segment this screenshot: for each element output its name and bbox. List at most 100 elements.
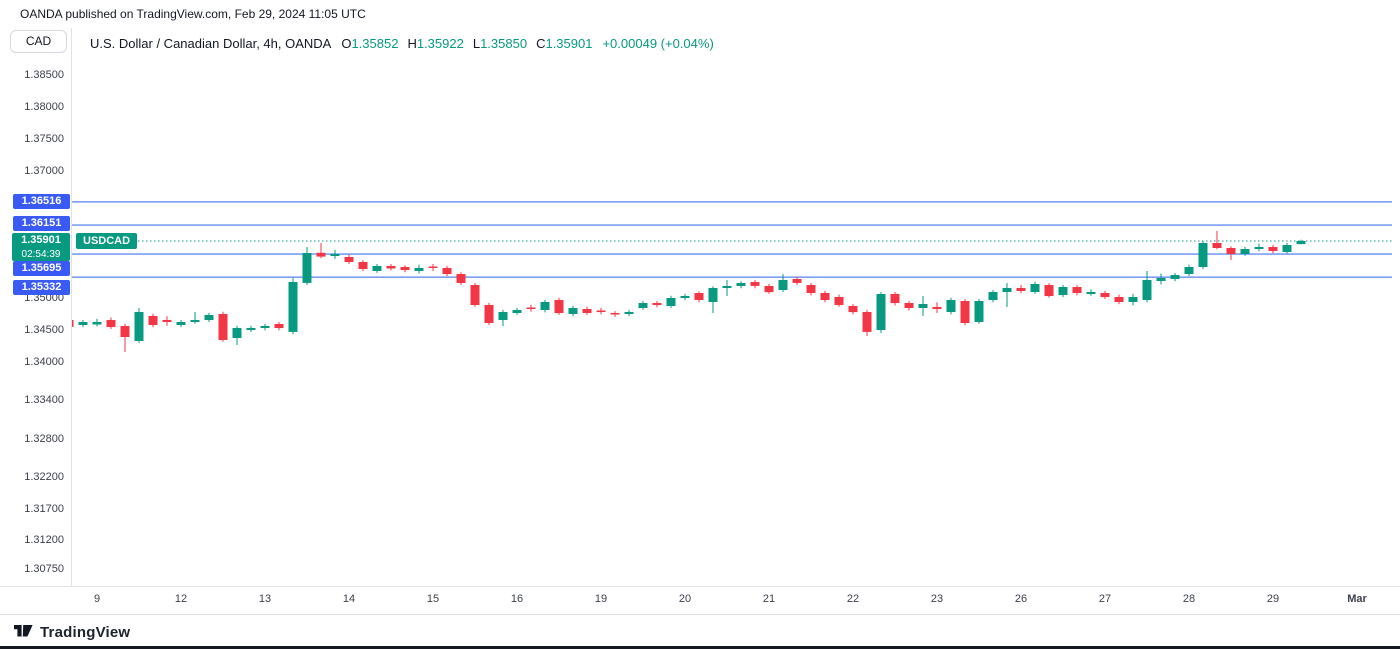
current-price-badge: 1.35901 02:54:39 — [12, 233, 70, 261]
candle-body — [1170, 275, 1180, 279]
price-tick: 1.30750 — [24, 563, 64, 576]
time-tick: 15 — [426, 593, 440, 605]
candle-body — [190, 320, 200, 322]
candle-body — [106, 320, 116, 327]
candle-body — [1282, 245, 1292, 252]
time-tick: 19 — [594, 593, 608, 605]
candle-body — [1142, 280, 1152, 300]
candle-body — [274, 324, 284, 328]
price-tick: 1.32200 — [24, 470, 64, 483]
candle-body — [694, 293, 704, 300]
candle-body — [988, 292, 998, 300]
level-price-badge: 1.35695 — [13, 260, 70, 276]
price-tick: 1.31700 — [24, 502, 64, 515]
time-tick: 13 — [258, 593, 272, 605]
candle-body — [666, 298, 676, 306]
candle-body — [652, 303, 662, 305]
candle-body — [498, 312, 508, 320]
candle-body — [708, 288, 718, 302]
candle-body — [736, 283, 746, 286]
chart-pane[interactable] — [72, 28, 1392, 586]
candle-body — [946, 300, 956, 312]
time-axis-border-top — [0, 586, 1400, 587]
candle-body — [134, 312, 144, 341]
tradingview-brand[interactable]: TradingView — [14, 621, 130, 643]
legend-title: U.S. Dollar / Canadian Dollar, 4h, OANDA — [90, 36, 332, 51]
time-tick: 16 — [510, 593, 524, 605]
candle-body — [72, 320, 74, 327]
candle-body — [246, 328, 256, 330]
candle-body — [204, 315, 214, 320]
price-tick: 1.31200 — [24, 534, 64, 547]
candle-body — [932, 307, 942, 309]
price-tick: 1.35000 — [24, 292, 64, 305]
candle-body — [1002, 288, 1012, 292]
price-tick: 1.34000 — [24, 356, 64, 369]
candle-body — [1226, 248, 1236, 254]
bar-countdown: 02:54:39 — [21, 249, 61, 260]
price-tick: 1.37000 — [24, 165, 64, 177]
time-tick: 9 — [93, 593, 101, 605]
candle-body — [316, 252, 326, 257]
tradingview-logo-icon[interactable] — [14, 625, 33, 639]
price-tick: 1.33400 — [24, 394, 64, 407]
candle-body — [302, 253, 312, 283]
candle-body — [162, 320, 172, 322]
time-tick: 26 — [1014, 593, 1028, 605]
candle-body — [176, 322, 186, 325]
time-tick: 21 — [762, 593, 776, 605]
candle-body — [288, 282, 298, 332]
legend-close: C1.35901 — [536, 36, 593, 51]
candle-body — [148, 316, 158, 325]
candle-body — [260, 326, 270, 328]
candle-body — [764, 286, 774, 293]
symbol-button[interactable]: CAD — [10, 30, 67, 53]
time-tick: 23 — [930, 593, 944, 605]
candle-body — [1030, 284, 1040, 292]
candle-body — [428, 266, 438, 268]
candle-body — [540, 302, 550, 310]
symbol-price-tag: USDCAD — [76, 233, 138, 249]
candle-body — [1156, 278, 1166, 281]
candle-body — [1212, 243, 1222, 248]
time-tick: 20 — [678, 593, 692, 605]
candle-body — [92, 322, 102, 325]
candle-body — [890, 294, 900, 303]
legend-high: H1.35922 — [407, 36, 464, 51]
candle-body — [442, 268, 452, 274]
candle-body — [974, 301, 984, 322]
candle-body — [330, 254, 340, 256]
candle-body — [1058, 287, 1068, 295]
time-axis-border-bottom — [0, 614, 1400, 615]
candle-body — [400, 267, 410, 270]
time-tick: 27 — [1098, 593, 1112, 605]
candle-body — [1240, 249, 1250, 254]
candle-body — [554, 300, 564, 313]
time-axis[interactable]: 9 12 13 14 15 16 19 20 21 22 23 26 27 28 29 Mar — [0, 587, 1400, 614]
price-tick: 1.38000 — [24, 101, 64, 114]
chart-legend: U.S. Dollar / Canadian Dollar, 4h, OANDA… — [90, 36, 714, 51]
level-price-badge: 1.35332 — [13, 279, 70, 295]
candle-body — [1268, 247, 1278, 251]
candle-body — [386, 266, 396, 269]
candle-body — [722, 286, 732, 288]
candle-body — [638, 303, 648, 308]
candle-body — [1296, 241, 1306, 245]
window-bottom-bar — [0, 646, 1400, 649]
candle-body — [876, 294, 886, 330]
legend-open: O1.35852 — [341, 36, 399, 51]
candle-body — [218, 314, 228, 340]
candle-body — [918, 304, 928, 308]
candle-body — [848, 306, 858, 313]
price-axis[interactable]: 1.38500 1.38000 1.37500 1.37000 1.35000 1.345… — [0, 28, 71, 586]
candle-body — [414, 268, 424, 271]
candle-body — [358, 262, 368, 269]
candle-body — [344, 257, 354, 262]
candle-body — [904, 303, 914, 308]
tradingview-wordmark[interactable]: TradingView — [40, 623, 131, 641]
candle-body — [1128, 297, 1138, 302]
candle-body — [1072, 287, 1082, 293]
price-tick: 1.38500 — [24, 69, 64, 82]
legend-low: L1.35850 — [472, 36, 528, 51]
candle-body — [820, 293, 830, 300]
